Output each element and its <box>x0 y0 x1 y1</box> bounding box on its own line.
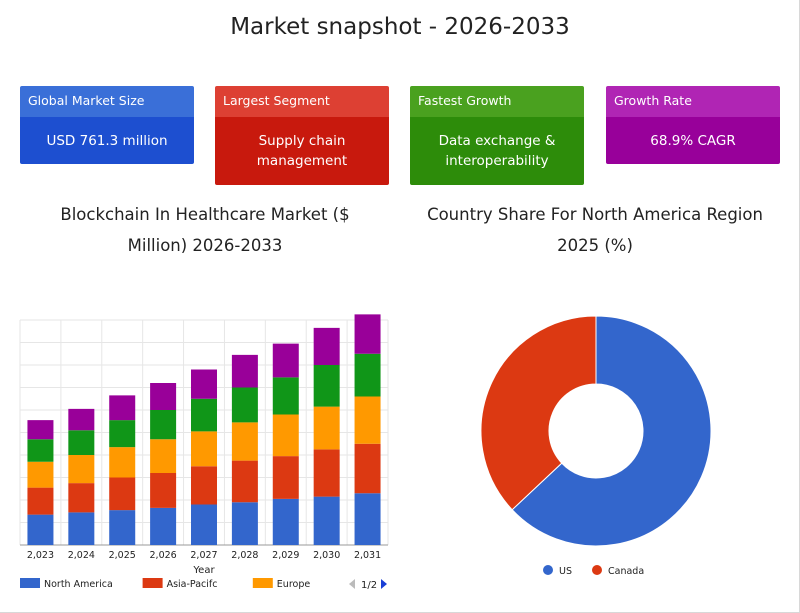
bar-chart: 2,023 2,024 2,025 2,026 2,027 2,028 2,029 2,030… <box>19 314 389 591</box>
x-tick-label: 2,023 <box>27 550 54 561</box>
bar-segment <box>313 449 340 497</box>
legend-swatch <box>142 578 163 588</box>
bar-segment <box>272 498 299 545</box>
x-tick-label: 2,031 <box>354 550 381 561</box>
bar-segment <box>354 353 381 397</box>
legend-label: North America <box>44 579 113 590</box>
donut-slice-us <box>511 315 712 547</box>
card-label: Largest Segment <box>215 86 389 117</box>
bar-segment <box>272 414 299 457</box>
bar-segment <box>354 396 381 444</box>
bar-segment <box>191 504 217 545</box>
legend-dot <box>592 565 602 575</box>
bar-segment <box>109 395 136 421</box>
card-market-size: Global Market Size USD 761.3 million <box>20 86 194 164</box>
bar-segment <box>313 496 340 545</box>
legend-label: US <box>559 566 572 577</box>
bar-segment <box>68 512 95 545</box>
donut-slice-canada <box>480 315 597 511</box>
bar-segment <box>27 420 54 440</box>
bar-segment <box>68 483 95 513</box>
bar-segment <box>231 502 258 545</box>
bar-segment <box>231 422 258 461</box>
legend-swatch <box>20 578 40 588</box>
x-tick-label: 2,026 <box>150 550 177 561</box>
card-value: Supply chain management <box>215 117 389 185</box>
bar-segment <box>27 514 54 545</box>
bar-segment <box>109 510 136 545</box>
card-value: USD 761.3 million <box>20 117 194 164</box>
card-value: Data exchange & interoperability <box>410 117 584 185</box>
pager-prev-icon <box>349 579 355 589</box>
bar-segment <box>354 443 381 494</box>
bar-chart-title: Blockchain In Healthcare Market ($ Milli… <box>60 205 350 255</box>
bar-segment <box>109 447 136 478</box>
bar-segment <box>272 377 299 415</box>
bar-segment <box>191 466 217 505</box>
bar-segment <box>191 431 217 467</box>
card-largest-segment: Largest Segment Supply chain management <box>215 86 389 185</box>
bar-segment <box>150 410 177 440</box>
bar-segment <box>109 420 136 448</box>
bar-segment <box>68 408 95 431</box>
card-fastest-growth: Fastest Growth Data exchange & interoper… <box>410 86 584 185</box>
bar-segment <box>150 439 177 473</box>
legend-label: Canada <box>608 566 644 577</box>
bar-segment <box>150 383 177 410</box>
card-growth-rate: Growth Rate 68.9% CAGR <box>606 86 780 164</box>
x-tick-label: 2,028 <box>231 550 258 561</box>
bar-segment <box>191 398 217 432</box>
x-tick-label: 2,025 <box>109 550 136 561</box>
pager-next-icon[interactable] <box>381 579 387 589</box>
bar-segment <box>272 343 299 378</box>
bar-segment <box>313 327 340 365</box>
donut-chart-title: Country Share For North America Region 2… <box>427 205 763 255</box>
bar-segment <box>27 439 54 462</box>
bar-segment <box>313 365 340 407</box>
legend-swatch <box>252 578 273 588</box>
bar-segment <box>313 406 340 450</box>
bar-segment <box>231 387 258 423</box>
bar-segment <box>231 354 258 388</box>
bar-segment <box>354 314 381 354</box>
bar-segment <box>27 487 54 515</box>
card-label: Growth Rate <box>606 86 780 117</box>
legend-page-indicator: 1/2 <box>361 580 377 591</box>
bar-segment <box>68 455 95 484</box>
x-tick-label: 2,027 <box>190 550 217 561</box>
legend-dot <box>543 565 553 575</box>
x-tick-label: 2,029 <box>272 550 299 561</box>
bar-segment <box>68 430 95 455</box>
page-title: Market snapshot - 2026-2033 <box>230 14 570 40</box>
card-label: Global Market Size <box>20 86 194 117</box>
bar-segment <box>150 473 177 508</box>
summary-cards: Global Market Size USD 761.3 million Lar… <box>20 86 780 186</box>
legend-label: Europe <box>277 579 311 590</box>
bar-segment <box>191 369 217 399</box>
x-tick-label: 2,024 <box>68 550 95 561</box>
donut-chart: US Canada <box>480 315 712 577</box>
card-label: Fastest Growth <box>410 86 584 117</box>
bar-segment <box>231 460 258 503</box>
bar-segment <box>354 493 381 545</box>
bar-segment <box>272 456 299 499</box>
bar-segment <box>109 477 136 511</box>
legend-label: Asia-Pacifc <box>167 579 218 590</box>
card-value: 68.9% CAGR <box>606 117 780 164</box>
x-axis-label: Year <box>192 565 215 576</box>
x-tick-label: 2,030 <box>313 550 340 561</box>
bar-segment <box>27 461 54 488</box>
bar-segment <box>150 507 177 545</box>
